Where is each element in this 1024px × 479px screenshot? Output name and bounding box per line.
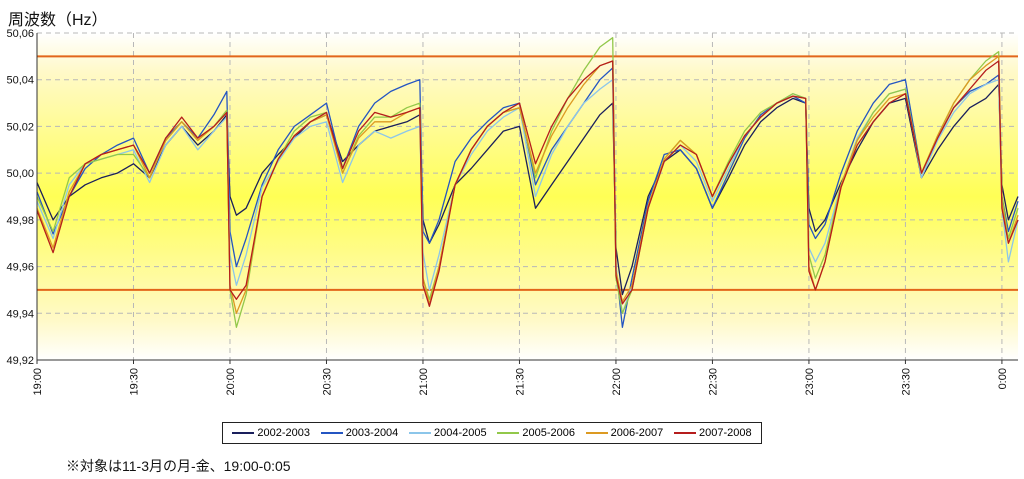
legend-swatch <box>585 432 608 434</box>
x-tick-label: 19:00 <box>32 368 44 396</box>
legend-label: 2006-2007 <box>610 427 664 439</box>
legend: 2002-2003 2003-2004 2004-2005 2005-2006 2006… <box>222 422 762 444</box>
y-tick-label: 49,98 <box>6 215 34 227</box>
legend-swatch <box>409 432 432 434</box>
legend-item: 2006-2007 <box>585 427 664 439</box>
y-tick-label: 49,94 <box>6 308 34 320</box>
y-tick-label: 49,96 <box>6 262 34 274</box>
x-tick-label: 21:30 <box>514 368 526 396</box>
x-tick-label: 23:30 <box>900 368 912 396</box>
x-tick-label: 20:00 <box>225 368 237 396</box>
x-tick-label: 22:30 <box>707 368 719 396</box>
legend-swatch <box>232 432 255 434</box>
x-tick-label: 0:00 <box>997 368 1009 389</box>
x-tick-label: 22:00 <box>611 368 623 396</box>
legend-item: 2007-2008 <box>674 427 752 439</box>
legend-item: 2004-2005 <box>409 427 487 439</box>
legend-swatch <box>497 432 520 434</box>
legend-swatch <box>674 432 696 434</box>
series-line-2002-2003 <box>36 83 1019 296</box>
x-tick-label: 23:00 <box>804 368 816 396</box>
legend-label: 2005-2006 <box>522 427 575 439</box>
y-axis-title: 周波数（Hz） <box>8 12 108 29</box>
series-line-2004-2005 <box>36 79 1019 314</box>
x-tick-label: 20:30 <box>321 368 333 396</box>
legend-swatch <box>320 432 343 434</box>
y-tick-label: 49,92 <box>6 355 34 367</box>
legend-label: 2007-2008 <box>699 427 752 439</box>
legend-label: 2003-2004 <box>345 427 399 439</box>
series-line-2007-2008 <box>36 60 1019 307</box>
y-tick-label: 50,04 <box>6 75 34 87</box>
plot-area <box>37 33 1018 360</box>
legend-item: 2005-2006 <box>497 427 575 439</box>
legend-label: 2002-2003 <box>257 427 310 439</box>
legend-item: 2002-2003 <box>232 427 310 439</box>
legend-label: 2004-2005 <box>434 427 487 439</box>
x-tick-label: 19:30 <box>128 368 140 396</box>
series-line-2003-2004 <box>36 67 1019 328</box>
footnote: ※対象は11-3月の月-金、19:00-0:05 <box>66 458 291 474</box>
x-tick-label: 21:00 <box>418 368 430 396</box>
y-tick-label: 50,06 <box>6 28 34 40</box>
y-tick-label: 50,02 <box>6 121 34 133</box>
y-tick-label: 50,00 <box>6 168 34 180</box>
legend-item: 2003-2004 <box>320 427 399 439</box>
frequency-line-chart: 49,92 49,94 49,96 49,98 50,00 50,02 50,04 50,06… <box>6 28 1019 396</box>
